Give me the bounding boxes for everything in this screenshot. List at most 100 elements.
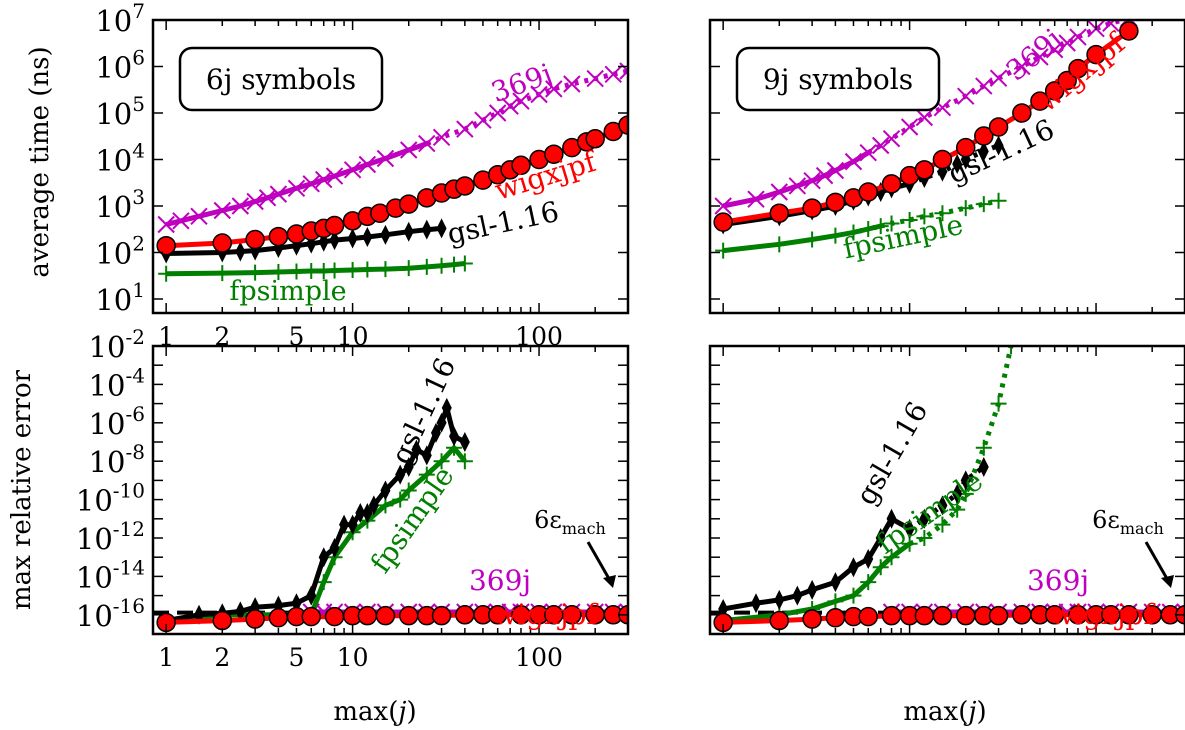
eps-mach-label: 6εmach	[534, 506, 606, 538]
y-tick-exponent: 7	[132, 0, 145, 23]
point-wigxjpf	[301, 606, 321, 627]
series-label-fpsimple: fpsimple	[229, 276, 346, 307]
point-369j	[872, 136, 890, 155]
point-369j	[1144, 3, 1160, 19]
point-wigxjpf	[357, 605, 378, 626]
y-tick-label: 101	[95, 278, 145, 317]
y-tick-base: 10	[95, 97, 132, 131]
point-369j	[586, 69, 604, 88]
eps-mach-sub: mach	[1120, 519, 1164, 538]
point-wigxjpf	[431, 605, 452, 626]
point-wigxjpf	[914, 160, 935, 180]
y-tick-exponent: 4	[132, 139, 145, 163]
point-gsl-1.16	[329, 538, 340, 559]
y-tick-label: 107	[95, 0, 145, 38]
y-tick-exponent: -6	[126, 402, 145, 426]
point-fpsimple	[344, 262, 361, 279]
point-fpsimple	[883, 549, 900, 566]
plot-area	[156, 62, 628, 282]
point-369j	[619, 62, 628, 80]
ylabel-top: average time (ns)	[25, 46, 55, 277]
point-wigxjpf	[858, 606, 878, 627]
x-tick-label: 5	[289, 322, 305, 351]
point-gsl-1.16	[863, 549, 874, 570]
y-tick-base: 10	[95, 283, 132, 317]
point-fpsimple	[433, 257, 450, 274]
y-tick-base: 10	[89, 445, 126, 479]
series-label-wigxjpf: wigxjpf	[493, 598, 599, 631]
point-369j	[231, 197, 250, 215]
y-tick-exponent: 3	[132, 185, 145, 209]
point-wigxjpf	[511, 155, 531, 176]
point-wigxjpf	[455, 176, 475, 196]
xlabel-right: max(j)	[903, 697, 986, 727]
point-369j	[747, 190, 765, 208]
x-tick-label: 2	[214, 322, 230, 351]
y-tick-exponent: -10	[113, 479, 145, 503]
y-tick-base: 10	[95, 237, 132, 271]
point-gsl-1.16	[421, 219, 432, 240]
point-wigxjpf	[324, 606, 345, 627]
y-tick-exponent: -16	[113, 594, 145, 618]
y-tick-label: 10-12	[76, 517, 145, 556]
point-gsl-1.16	[978, 456, 989, 477]
series-label-fpsimple: fpsimple	[840, 208, 966, 266]
y-tick-base: 10	[89, 407, 126, 441]
point-wigxjpf	[618, 115, 628, 135]
axes-frame	[151, 344, 630, 636]
point-gsl-1.16	[362, 227, 373, 248]
series-line-dotted-369j	[866, 20, 1132, 155]
y-tick-label: 10-10	[76, 479, 145, 518]
axes-frame	[708, 18, 1185, 315]
point-gsl-1.16	[436, 412, 447, 433]
x-tick-label: 100	[515, 643, 563, 672]
point-369j	[1045, 40, 1064, 59]
point-wigxjpf	[268, 608, 289, 628]
point-369j	[190, 207, 208, 226]
eps-mach-arrowhead	[603, 575, 616, 588]
point-fpsimple	[456, 255, 473, 272]
xlabel-left-a: max(	[333, 697, 398, 727]
point-369j	[157, 215, 175, 234]
point-369j	[325, 167, 344, 185]
point-wigxjpf	[1012, 605, 1032, 625]
point-fpsimple	[934, 516, 951, 533]
box-label: 6j symbols	[206, 63, 356, 96]
y-tick-base: 10	[89, 330, 126, 364]
point-369j	[172, 212, 190, 230]
box-label-frame	[178, 46, 384, 112]
y-tick-base: 10	[76, 484, 113, 518]
point-fpsimple	[771, 236, 788, 253]
eps-mach-label: 6εmach	[1092, 506, 1164, 538]
point-gsl-1.16	[937, 495, 948, 516]
point-wigxjpf	[1086, 44, 1106, 65]
y-tick-label: 10-6	[89, 402, 145, 441]
y-tick-exponent: -2	[126, 325, 145, 349]
point-wigxjpf	[1044, 605, 1065, 625]
point-gsl-1.16	[993, 135, 1004, 156]
point-369j	[302, 175, 320, 193]
point-369j	[315, 170, 333, 189]
point-fpsimple	[326, 262, 343, 279]
xlabel-right-a: max(	[903, 697, 968, 727]
series-label-fpsimple: fpsimple	[364, 460, 461, 579]
y-tick-label: 10-4	[89, 363, 145, 402]
y-tick-base: 10	[76, 599, 113, 633]
axes-frame	[708, 344, 1185, 636]
point-fpsimple	[901, 211, 918, 228]
point-fpsimple	[247, 264, 264, 281]
x-tick-label: 2	[214, 643, 230, 672]
point-gsl-1.16	[449, 426, 460, 447]
point-fpsimple	[827, 227, 844, 244]
y-tick-label: 10-16	[76, 594, 145, 633]
point-369j	[770, 183, 788, 201]
point-fpsimple	[315, 574, 332, 591]
point-gsl-1.16	[441, 397, 452, 418]
point-gsl-1.16	[430, 422, 441, 443]
y-tick-base: 10	[89, 368, 126, 402]
point-369j	[501, 97, 519, 115]
point-369j	[1031, 48, 1049, 66]
